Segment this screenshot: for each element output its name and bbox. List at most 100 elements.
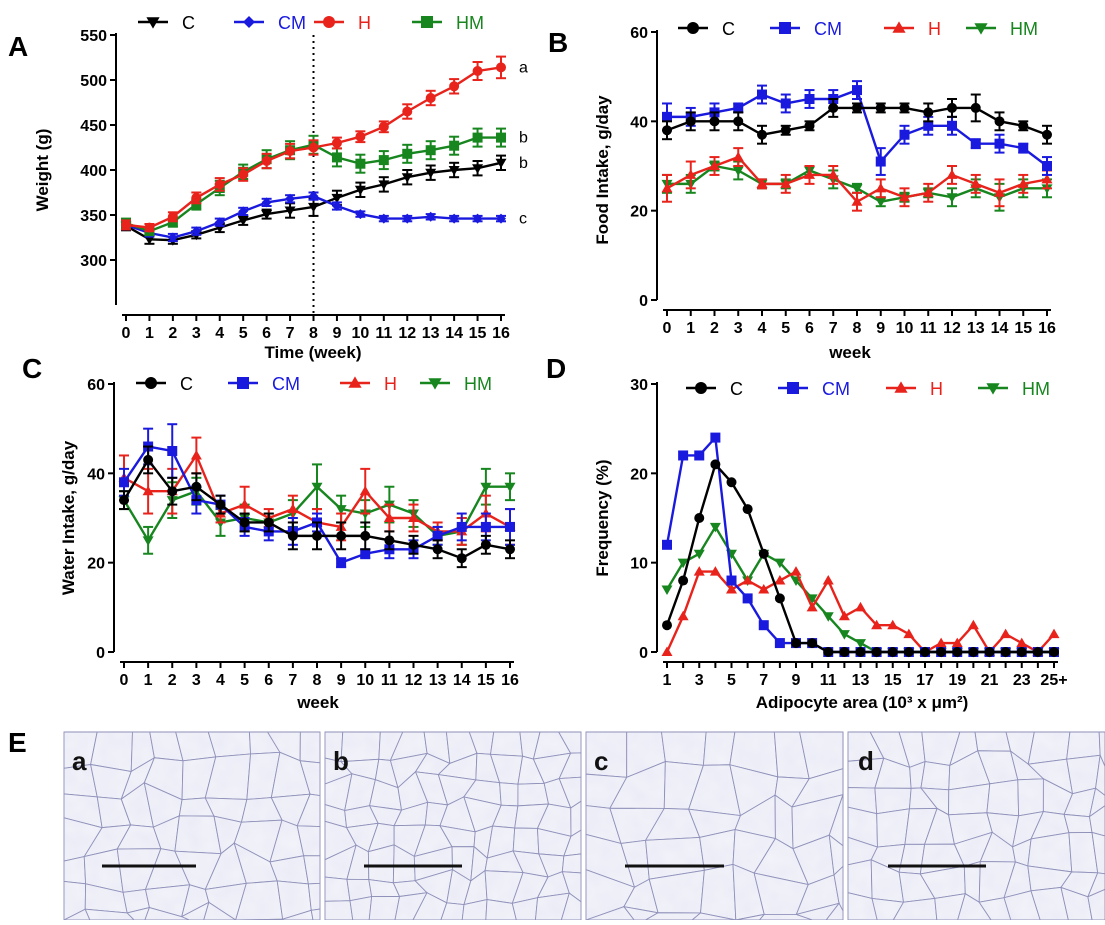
y-tick-label: 20 [630,466,648,483]
legend-marker-C [146,17,160,29]
data-point-CM [355,209,366,220]
micrograph-label-a: a [72,746,87,776]
data-point-C [505,544,515,555]
data-point-CM [449,213,460,224]
data-point-C [757,129,767,140]
data-point-CM [238,206,249,217]
x-tick-label: 14 [445,325,463,342]
data-point-HM [311,482,323,493]
data-point-C [807,638,818,649]
data-point-C [143,454,154,465]
data-point-CM [742,593,753,604]
panel-label-c: C [22,353,42,384]
x-tick-label: 16 [492,325,510,342]
micrograph-label-c: c [594,746,608,776]
data-point-H [935,637,947,648]
data-point-C [758,548,769,559]
y-axis-title: Weight (g) [33,129,52,212]
x-tick-label: 1 [144,672,153,689]
x-tick-label: 12 [943,320,961,337]
y-tick-label: 60 [87,377,105,394]
x-tick-label: 19 [948,672,966,689]
x-tick-label: 3 [695,672,704,689]
data-point-H [758,583,770,594]
x-axis-title: Time (week) [264,343,361,362]
panel-label-e: E [8,727,27,758]
data-point-C [828,102,839,113]
data-point-CM [694,450,705,461]
data-point-CM [726,575,737,586]
data-point-C [432,544,443,555]
data-point-HM [693,549,705,560]
x-tick-label: 13 [967,320,985,337]
data-point-H [331,138,342,148]
significance-letter: a [519,59,528,76]
x-tick-label: 6 [264,672,273,689]
x-tick-label: 0 [663,320,672,337]
data-point-HM [335,505,347,515]
data-point-CM [402,213,413,224]
data-point-C [791,638,801,649]
legend-label-HM: HM [1022,379,1050,399]
x-axis-title: week [296,693,339,712]
panel-label-d: D [546,353,566,384]
y-tick-label: 550 [80,28,107,45]
data-point-HM [851,184,863,194]
x-tick-label: 2 [168,672,177,689]
data-point-C [678,575,689,586]
micrograph-a: a [63,731,321,921]
data-point-C [984,647,995,657]
x-tick-label: 17 [916,672,934,689]
data-point-C [312,530,322,541]
data-point-C [871,647,882,657]
x-tick-label: 7 [288,672,297,689]
x-tick-label: 13 [422,325,440,342]
legend-label-C: C [730,379,743,399]
data-point-H [677,610,689,621]
legend-label-H: H [384,374,397,394]
series-C [119,445,515,569]
x-tick-label: 11 [375,325,392,342]
y-tick-label: 300 [80,253,107,270]
data-point-C [694,513,705,523]
data-point-C [952,647,963,657]
data-point-CM [804,94,815,104]
x-tick-label: 14 [453,672,471,689]
data-point-C [947,102,957,113]
x-tick-label: 6 [262,325,271,342]
micrograph-b: b [324,731,582,921]
data-point-C [360,530,371,541]
y-tick-label: 450 [80,118,107,135]
data-point-HM [504,482,516,493]
x-axis-title: week [828,343,871,362]
y-tick-label: 20 [630,204,648,221]
data-point-HM [472,132,483,143]
data-point-C [215,499,226,510]
x-tick-label: 7 [759,672,768,689]
data-point-CM [167,446,178,456]
series-CM [662,432,1059,657]
y-tick-label: 10 [630,556,648,573]
data-point-H [774,575,786,585]
data-point-HM [774,558,786,569]
legend-marker-HM [986,383,1000,395]
data-point-HM [331,152,342,163]
legend-label-H: H [928,19,941,39]
data-point-CM [1042,161,1052,171]
y-axis-title: Food Intake, g/day [593,95,612,245]
series-H [661,147,1053,212]
x-tick-label: 11 [920,320,937,337]
data-point-HM [355,158,366,169]
data-point-HM [732,166,744,176]
x-tick-label: 2 [710,320,719,337]
data-point-HM [378,155,389,166]
panel-label-b: B [548,27,568,58]
data-point-CM [947,120,957,131]
legend-label-H: H [930,379,943,399]
data-point-H [167,211,178,222]
data-point-CM [378,213,389,224]
data-point-CM [191,226,202,237]
data-point-H [425,93,436,103]
data-point-CM [780,98,791,109]
